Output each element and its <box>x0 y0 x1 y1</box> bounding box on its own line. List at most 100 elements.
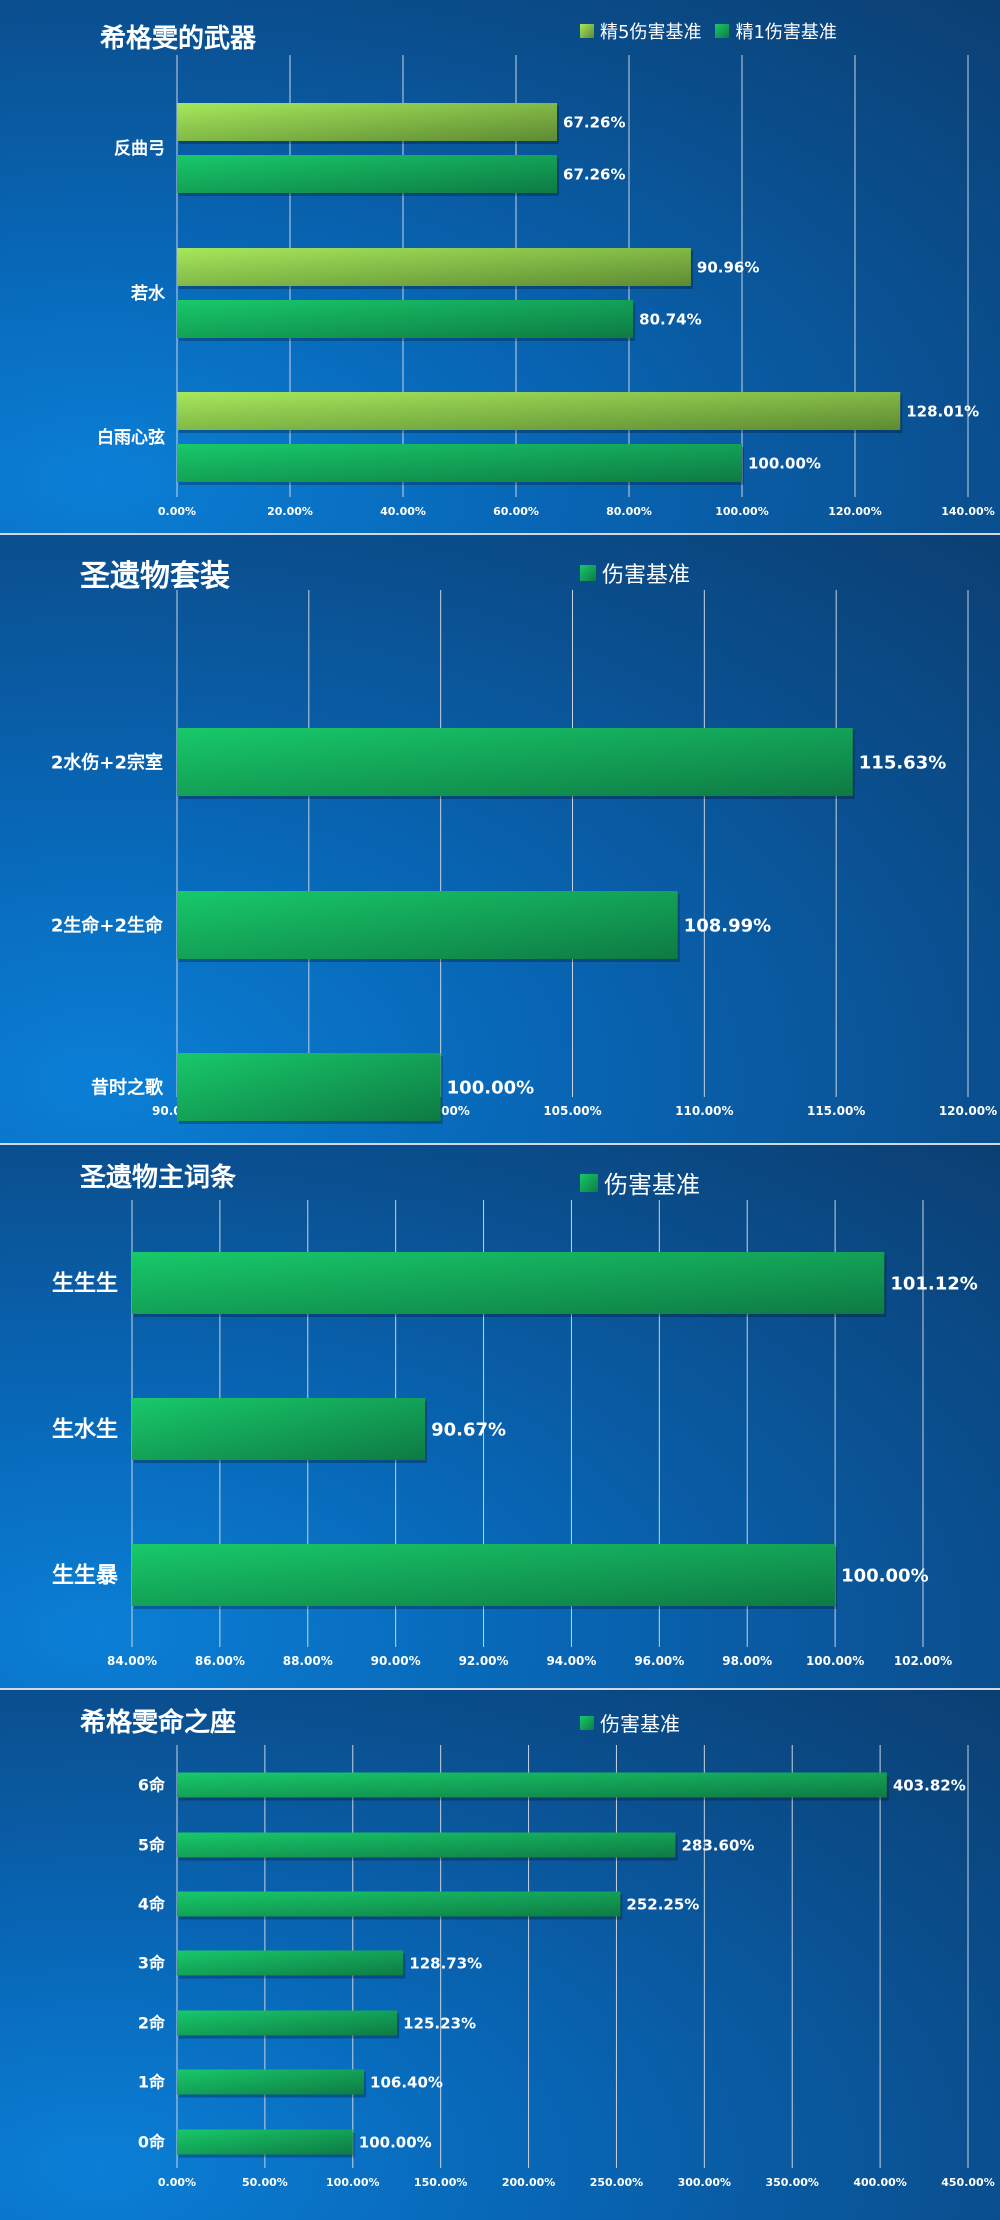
category-label: 2命 <box>138 2014 166 2033</box>
bar <box>177 248 691 286</box>
bar <box>177 1053 441 1121</box>
x-tick-label: 0.00% <box>158 2176 196 2189</box>
x-tick-label: 86.00% <box>195 1654 245 1668</box>
bar <box>177 444 742 482</box>
legend-item-refine5: 精5伤害基准 <box>580 18 701 44</box>
data-label: 108.99% <box>684 915 772 936</box>
x-tick-label: 105.00% <box>543 1104 601 1118</box>
chart-plot-main-stats: 84.00% 86.00% 88.00% 90.00% 92.00% 94.00% 96.0… <box>52 1200 978 1668</box>
bar <box>177 1891 621 1917</box>
bar <box>177 2129 353 2155</box>
legend-label: 精1伤害基准 <box>735 22 837 43</box>
bar <box>177 728 853 796</box>
bar <box>177 392 901 430</box>
category-label: 生生暴 <box>52 1564 119 1589</box>
bar <box>177 2010 398 2036</box>
category-label: 1命 <box>138 2073 166 2092</box>
chart-panel-main-stats: 圣遗物主词条 伤害基准 84.00% 86.00% 88.00% 90.00% 92.0… <box>0 1145 1000 1690</box>
x-tick-label: 350.00% <box>765 2176 818 2189</box>
x-tick-label: 50.00% <box>242 2176 288 2189</box>
category-label: 生水生 <box>52 1418 118 1443</box>
x-tick-label: 96.00% <box>634 1654 684 1668</box>
data-label: 252.25% <box>626 1895 699 1913</box>
category-label: 4命 <box>138 1895 166 1914</box>
data-label: 100.00% <box>748 454 821 472</box>
category-label: 5命 <box>138 1836 166 1855</box>
legend-item-refine1: 精1伤害基准 <box>715 18 837 44</box>
legend-label: 伤害基准 <box>600 1712 680 1736</box>
data-label: 115.63% <box>859 752 947 773</box>
category-label: 白雨心弦 <box>97 427 165 448</box>
chart-title: 圣遗物主词条 <box>80 1163 237 1193</box>
x-tick-label: 250.00% <box>590 2176 643 2189</box>
chart-panel-artifact-sets: 圣遗物套装 伤害基准 90.00%95.00%100.00%105.00%110… <box>0 535 1000 1145</box>
category-label: 2生命+2生命 <box>51 914 164 936</box>
data-label: 90.67% <box>431 1419 506 1440</box>
legend-label: 伤害基准 <box>604 1171 700 1199</box>
chart-plot-weapons: 0.00% 20.00% 40.00% 60.00% 80.00% 100.00% 120.… <box>97 55 995 518</box>
x-tick-label: 100.00% <box>715 505 768 518</box>
data-label: 128.73% <box>409 1954 482 1972</box>
x-tick-label: 150.00% <box>414 2176 467 2189</box>
bar <box>177 1950 404 1976</box>
x-tick-label: 400.00% <box>853 2176 906 2189</box>
bar <box>132 1398 426 1460</box>
bar <box>177 103 558 141</box>
data-label: 80.74% <box>639 310 701 328</box>
data-label: 125.23% <box>403 2014 476 2032</box>
chart-legend: 伤害基准 <box>580 1708 694 1737</box>
x-tick-label: 450.00% <box>941 2176 994 2189</box>
chart-plot-constellations: 0.00% 50.00% 100.00% 150.00% 200.00% 250.00% 3… <box>138 1745 995 2189</box>
bar <box>177 1832 676 1858</box>
chart-title: 希格雯命之座 <box>80 1708 237 1738</box>
bar <box>132 1252 885 1314</box>
bar <box>177 300 634 338</box>
chart-legend: 精5伤害基准 精1伤害基准 <box>580 18 851 44</box>
data-label: 101.12% <box>890 1273 978 1294</box>
legend-swatch-green <box>580 565 596 581</box>
bar <box>177 1772 887 1798</box>
legend-item-damage-base: 伤害基准 <box>580 1708 680 1737</box>
legend-label: 伤害基准 <box>602 563 691 588</box>
x-tick-label: 300.00% <box>678 2176 731 2189</box>
data-label: 90.96% <box>697 258 759 276</box>
x-tick-label: 100.00% <box>806 1654 864 1668</box>
x-tick-label: 88.00% <box>283 1654 333 1668</box>
x-tick-label: 40.00% <box>380 505 426 518</box>
chart-title: 圣遗物套装 <box>80 559 230 594</box>
legend-swatch-green <box>580 1173 598 1192</box>
x-tick-label: 120.00% <box>939 1104 997 1118</box>
data-label: 106.40% <box>370 2073 443 2091</box>
x-tick-label: 120.00% <box>828 505 881 518</box>
x-tick-label: 20.00% <box>267 505 313 518</box>
data-label: 128.01% <box>906 402 979 420</box>
x-tick-label: 90.00% <box>371 1654 421 1668</box>
data-label: 67.26% <box>563 165 625 183</box>
x-tick-label: 84.00% <box>107 1654 157 1668</box>
x-tick-label: 102.00% <box>894 1654 952 1668</box>
bar <box>132 1544 836 1606</box>
category-label: 0命 <box>138 2133 166 2152</box>
category-label: 若水 <box>130 283 166 304</box>
chart-plot-artifact-sets: 90.00%95.00%100.00%105.00%110.00%115.00%… <box>51 590 997 1124</box>
category-label: 6命 <box>138 1776 166 1795</box>
x-tick-label: 60.00% <box>493 505 539 518</box>
bar <box>177 891 678 959</box>
category-label: 昔时之歌 <box>91 1076 164 1098</box>
data-label: 403.82% <box>893 1776 966 1794</box>
bar <box>177 2069 365 2095</box>
data-label: 100.00% <box>841 1565 929 1586</box>
x-tick-label: 110.00% <box>675 1104 733 1118</box>
chart-title: 希格雯的武器 <box>100 24 257 54</box>
x-tick-label: 115.00% <box>807 1104 865 1118</box>
chart-legend: 伤害基准 <box>580 557 704 589</box>
category-label: 反曲弓 <box>114 139 165 159</box>
category-label: 生生生 <box>52 1272 118 1297</box>
x-tick-label: 140.00% <box>941 505 994 518</box>
x-tick-label: 98.00% <box>722 1654 772 1668</box>
chart-panel-constellations: 希格雯命之座 伤害基准 0.00% 50.00% 100.00% 150.00% 200… <box>0 1690 1000 2220</box>
x-tick-label: 100.00% <box>326 2176 379 2189</box>
data-label: 67.26% <box>563 113 625 131</box>
x-tick-label: 92.00% <box>459 1654 509 1668</box>
legend-item-damage-base: 伤害基准 <box>580 557 690 589</box>
